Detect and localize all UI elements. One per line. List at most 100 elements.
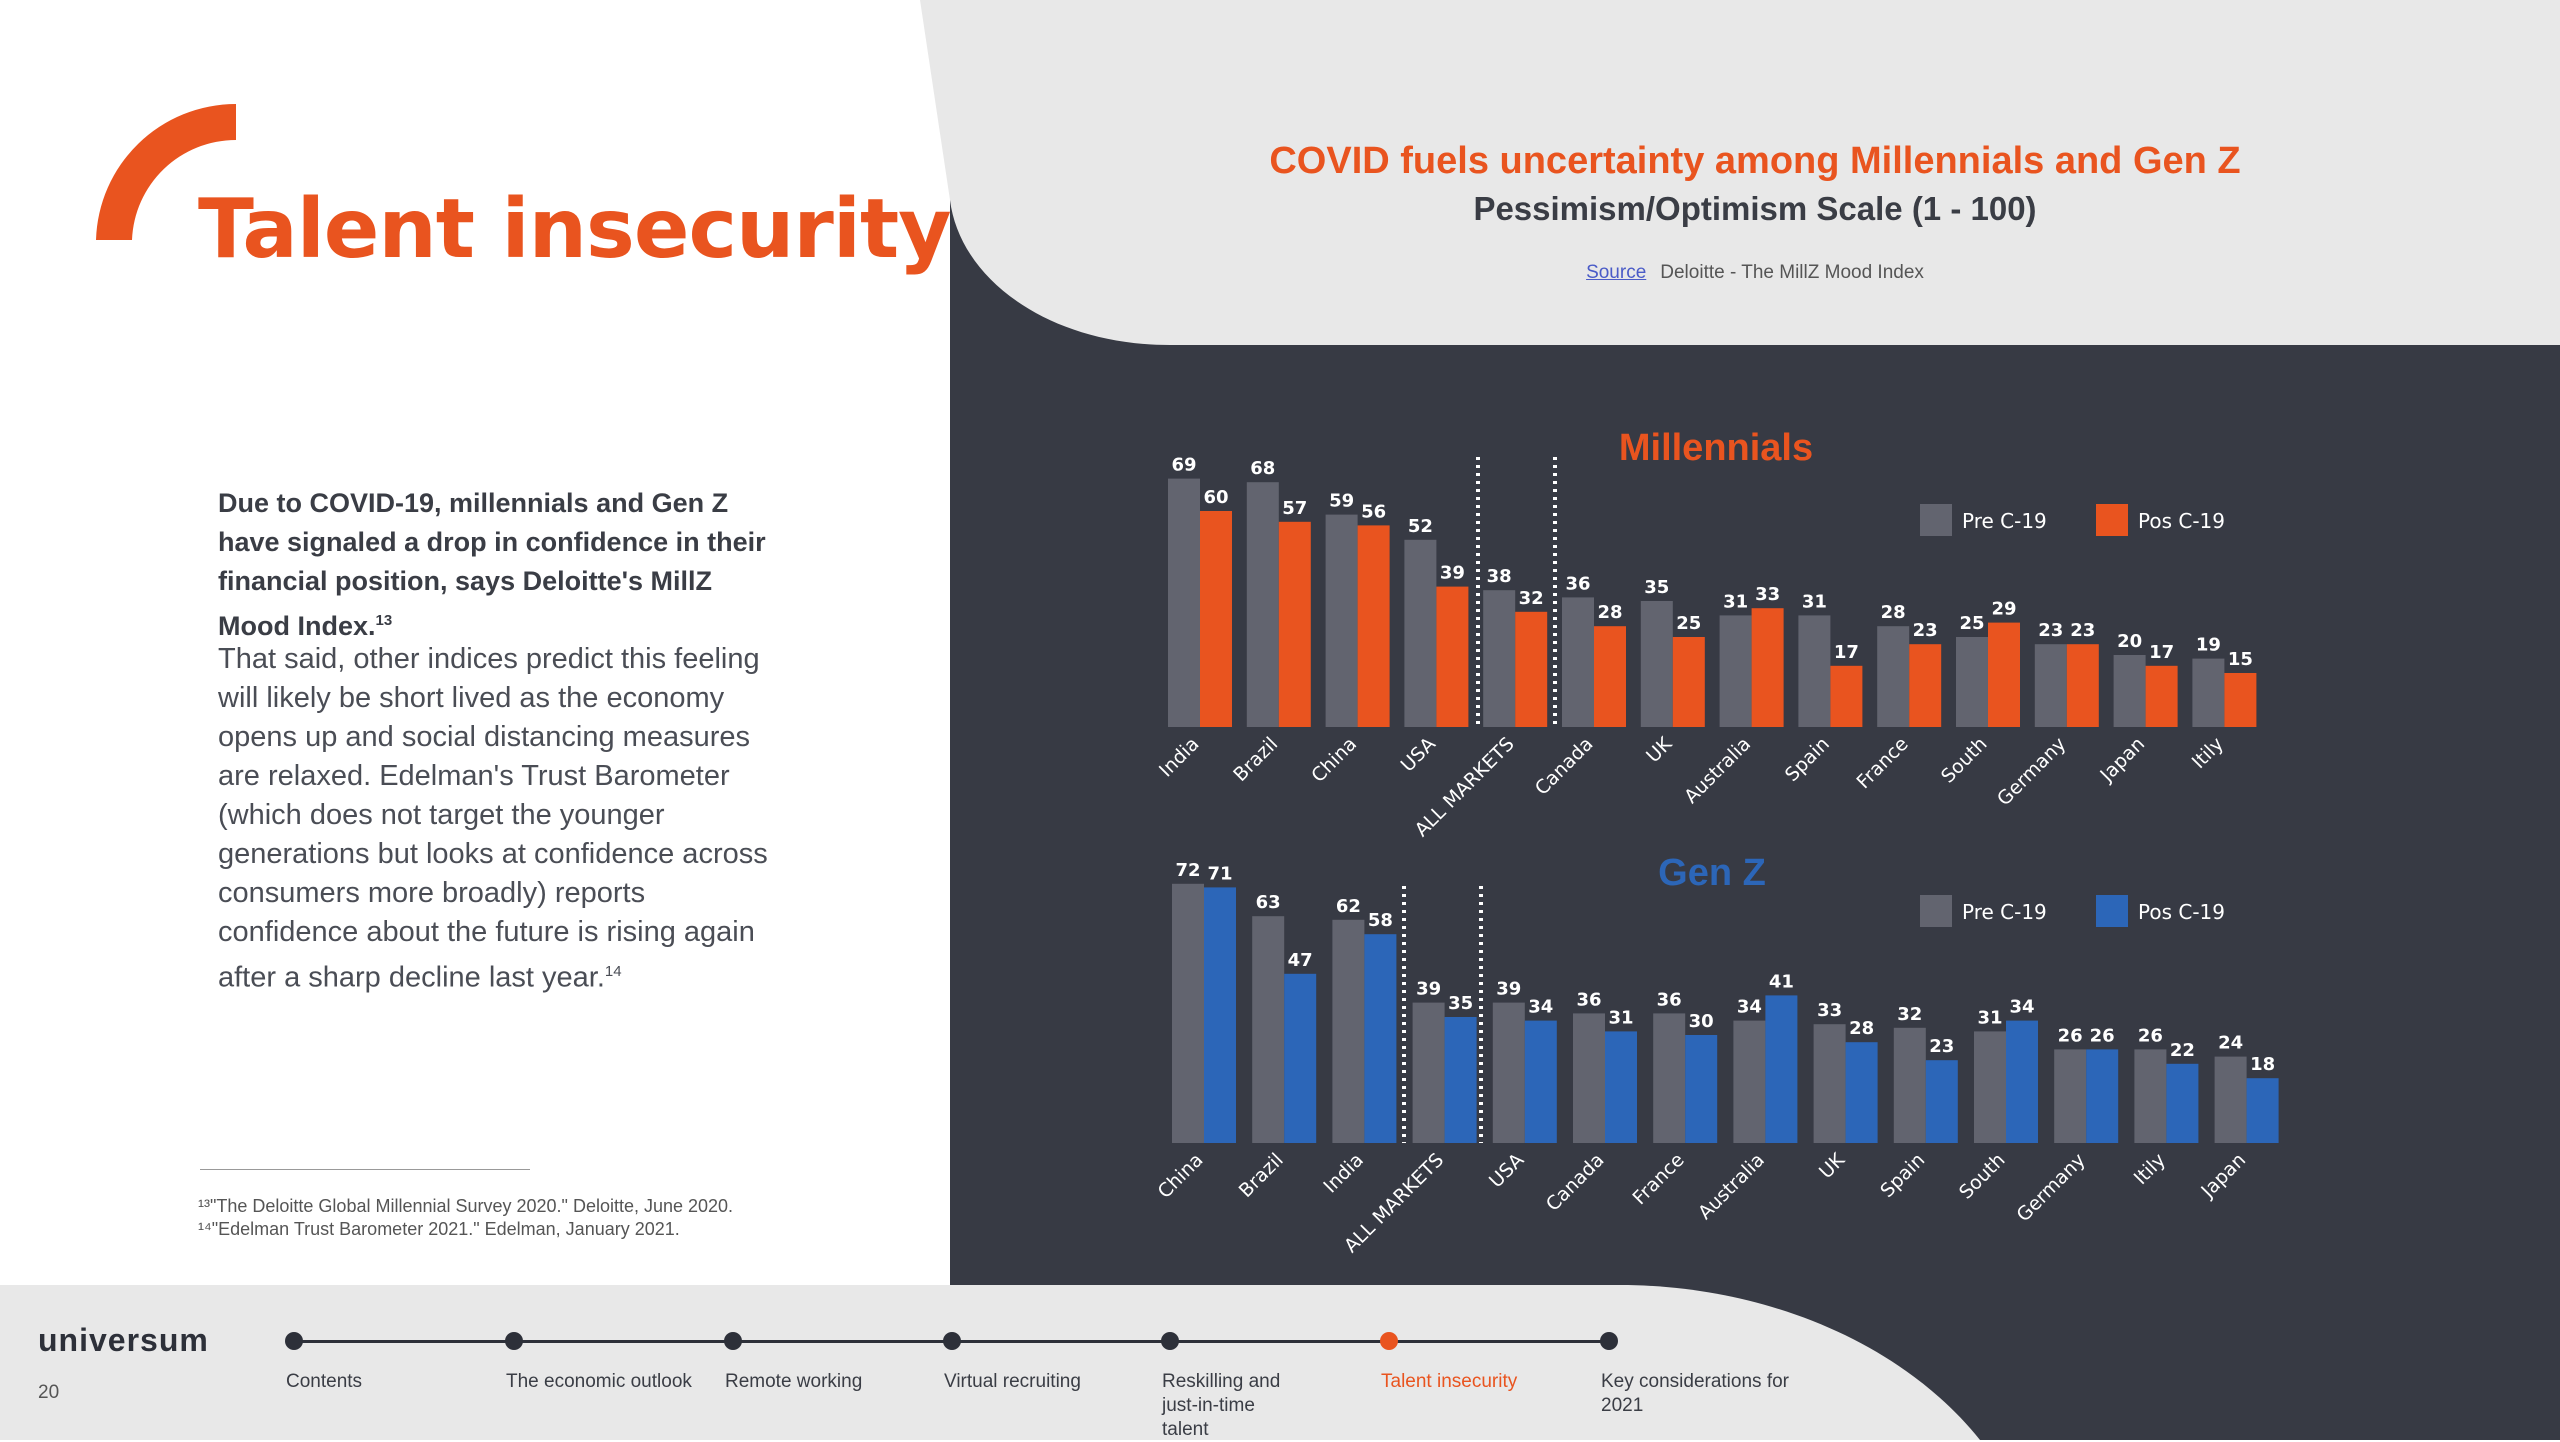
value-label-1-pre-0: 72 (1175, 860, 1200, 881)
category-label-0-1: Brazil (1229, 733, 1282, 786)
bar-1-pre-0 (1172, 883, 1204, 1143)
nav-dot-6[interactable] (1600, 1332, 1618, 1350)
bar-1-pre-4 (1492, 1002, 1525, 1143)
value-label-1-post-12: 22 (2170, 1040, 2195, 1061)
bar-0-post-1 (1278, 521, 1311, 727)
category-label-0-2: China (1307, 733, 1361, 787)
value-label-1-post-13: 18 (2250, 1054, 2275, 1075)
value-label-0-pre-9: 28 (1881, 602, 1906, 623)
category-label-0-7: Australia (1680, 733, 1755, 808)
value-label-0-pre-4: 38 (1487, 566, 1512, 587)
bar-0-post-4 (1515, 611, 1548, 727)
category-label-0-11: Germany (1993, 733, 2070, 810)
nav-item-6[interactable]: Key considerations for 2021 (1601, 1371, 1789, 1416)
bar-0-post-9 (1909, 644, 1942, 727)
category-label-0-9: France (1852, 733, 1912, 793)
bar-1-post-1 (1284, 973, 1317, 1143)
value-label-1-post-2: 58 (1368, 910, 1393, 931)
category-label-1-2: India (1319, 1149, 1368, 1198)
value-label-0-pre-8: 31 (1802, 591, 1827, 612)
nav-dot-1[interactable] (505, 1332, 523, 1350)
value-label-0-post-12: 17 (2149, 642, 2174, 663)
category-label-0-13: Itily (2188, 733, 2228, 773)
bar-1-pre-2 (1332, 919, 1365, 1143)
bar-0-post-10 (1988, 622, 2020, 727)
value-label-1-post-5: 31 (1608, 1007, 1633, 1028)
bar-0-post-13 (2224, 673, 2257, 727)
bar-0-post-11 (2066, 644, 2099, 727)
source-text: Deloitte - The MillZ Mood Index (1660, 262, 1924, 283)
bar-1-post-0 (1204, 887, 1236, 1143)
nav-item-4[interactable]: Reskilling and just-in-time talent (1162, 1371, 1281, 1440)
value-label-1-pre-5: 36 (1576, 989, 1601, 1010)
nav-item-0[interactable]: Contents (286, 1371, 363, 1392)
category-label-0-3: USA (1397, 733, 1440, 776)
value-label-1-pre-1: 63 (1256, 892, 1281, 913)
nav-dot-0[interactable] (285, 1332, 303, 1350)
value-label-1-post-11: 26 (2090, 1025, 2115, 1046)
value-label-0-post-6: 25 (1676, 613, 1701, 634)
category-label-1-4: USA (1485, 1149, 1528, 1192)
bar-0-pre-10 (1956, 637, 1988, 727)
bar-0-pre-0 (1168, 478, 1200, 727)
category-label-1-8: UK (1815, 1149, 1850, 1184)
value-label-0-post-7: 33 (1755, 584, 1780, 605)
bar-1-pre-10 (1974, 1031, 2006, 1143)
nav-item-5[interactable]: Talent insecurity (1381, 1371, 1518, 1392)
value-label-0-pre-5: 36 (1565, 573, 1590, 594)
footnote-13: ¹³"The Deloitte Global Millennial Survey… (198, 1196, 734, 1216)
nav-item-1[interactable]: The economic outlook (506, 1371, 692, 1392)
category-label-1-10: South (1955, 1149, 2010, 1204)
category-label-0-8: Spain (1781, 733, 1834, 786)
value-label-1-post-4: 34 (1528, 997, 1553, 1018)
body-text: That said, other indices predict this fe… (218, 643, 768, 994)
value-label-0-pre-1: 68 (1250, 458, 1275, 479)
legend-swatch-0-1 (2096, 504, 2128, 536)
value-label-0-pre-0: 69 (1171, 455, 1196, 476)
chart-subtitle: Pessimism/Optimism Scale (1 - 100) (1473, 190, 2037, 227)
nav-dot-5[interactable] (1380, 1332, 1398, 1350)
value-label-1-pre-3: 39 (1416, 979, 1441, 1000)
category-label-1-7: Australia (1694, 1149, 1769, 1224)
value-label-0-pre-10: 25 (1959, 613, 1984, 634)
nav-dot-2[interactable] (724, 1332, 742, 1350)
nav-item-2[interactable]: Remote working (725, 1371, 863, 1392)
category-label-1-5: Canada (1542, 1149, 1609, 1216)
bar-0-pre-5 (1562, 597, 1594, 727)
bar-0-pre-13 (2192, 658, 2225, 727)
bar-1-post-9 (1925, 1060, 1958, 1143)
bar-0-post-7 (1751, 608, 1784, 727)
bar-0-pre-8 (1798, 615, 1831, 727)
legend-swatch-1-1 (2096, 895, 2128, 927)
value-label-0-pre-11: 23 (2038, 620, 2063, 641)
bar-1-pre-1 (1252, 916, 1285, 1143)
bar-0-pre-11 (2034, 644, 2067, 727)
category-label-1-12: Itily (2130, 1149, 2170, 1189)
bar-1-pre-7 (1733, 1020, 1766, 1143)
bar-1-post-13 (2246, 1078, 2279, 1143)
intro-footnote-ref: 13 (375, 612, 393, 629)
value-label-1-post-1: 47 (1288, 950, 1313, 971)
nav-dot-4[interactable] (1161, 1332, 1179, 1350)
bar-0-post-0 (1200, 511, 1232, 727)
value-label-0-post-9: 23 (1913, 620, 1938, 641)
source-link[interactable]: Source (1586, 262, 1647, 283)
bar-0-pre-9 (1877, 626, 1910, 727)
nav-dot-3[interactable] (943, 1332, 961, 1350)
value-label-0-pre-7: 31 (1723, 591, 1748, 612)
light-footer-shape (0, 1285, 1980, 1440)
bar-1-pre-6 (1653, 1013, 1686, 1143)
value-label-1-pre-13: 24 (2218, 1033, 2243, 1054)
intro-text: Due to COVID-19, millennials and Gen Z h… (218, 488, 766, 641)
page-title: Talent insecurity (198, 182, 952, 277)
chart-1-title: Gen Z (1658, 852, 1766, 894)
body-paragraph: That said, other indices predict this fe… (218, 640, 778, 998)
bar-0-pre-12 (2113, 655, 2146, 727)
bar-1-pre-8 (1813, 1024, 1846, 1143)
chart-0-title: Millennials (1619, 427, 1813, 469)
value-label-0-post-5: 28 (1597, 602, 1622, 623)
bar-0-post-12 (2145, 665, 2178, 727)
nav-item-3[interactable]: Virtual recruiting (944, 1371, 1081, 1392)
bar-1-pre-9 (1893, 1027, 1926, 1143)
category-label-1-9: Spain (1876, 1149, 1929, 1202)
